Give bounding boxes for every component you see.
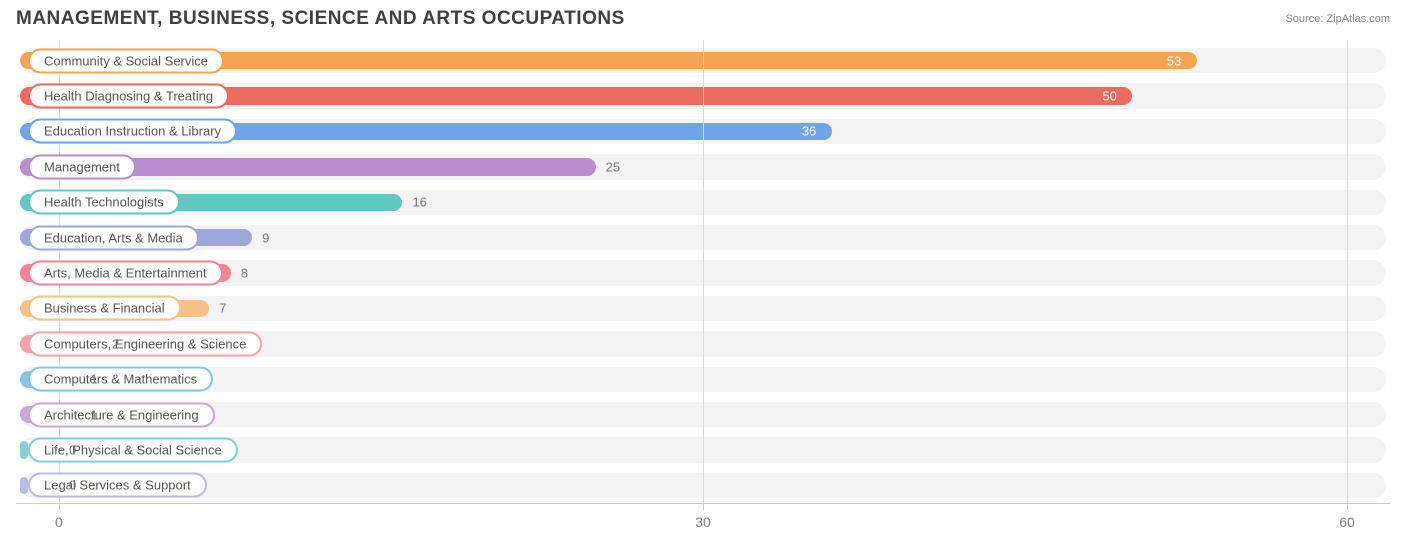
gridline (1347, 40, 1348, 504)
x-tickmark (703, 504, 704, 510)
bar-category-pill: Business & Financial (28, 296, 181, 321)
bar-value-label: 25 (606, 159, 620, 174)
bar-value-label: 50 (1102, 89, 1116, 104)
bar-value-label: 0 (69, 442, 76, 457)
bar-value-label: 7 (219, 301, 226, 316)
bar-value-label: 1 (90, 372, 97, 387)
x-tick-label: 0 (55, 514, 63, 530)
bar-value-label: 36 (802, 124, 816, 139)
bar-category-pill: Life, Physical & Social Science (28, 437, 238, 462)
bar-value-label: 8 (241, 266, 248, 281)
bar-category-pill: Legal Services & Support (28, 473, 207, 498)
chart-plot: Community & Social Service 53 Health Diagn… (16, 40, 1390, 504)
x-tick-label: 60 (1339, 514, 1355, 530)
chart-source: Source: ZipAtlas.com (1285, 13, 1390, 25)
bar-category-pill: Architecture & Engineering (28, 402, 215, 427)
source-link[interactable]: ZipAtlas.com (1326, 13, 1390, 25)
bar-category-pill: Computers & Mathematics (28, 367, 213, 392)
bar-category-pill: Health Diagnosing & Treating (28, 84, 229, 109)
bar-value-label: 2 (112, 336, 119, 351)
bar-value-label: 1 (90, 407, 97, 422)
bar-category-pill: Health Technologists (28, 190, 180, 215)
bar-value-label: 0 (69, 478, 76, 493)
x-tickmark (1347, 504, 1348, 510)
bar-category-pill: Community & Social Service (28, 48, 224, 73)
bar-category-pill: Arts, Media & Entertainment (28, 261, 223, 286)
gridline (703, 40, 704, 504)
bar-category-pill: Management (28, 154, 136, 179)
bar-value-label: 16 (412, 195, 426, 210)
chart-area: Community & Social Service 53 Health Diagn… (16, 40, 1390, 540)
bar-fill (20, 477, 28, 494)
chart-header: MANAGEMENT, BUSINESS, SCIENCE AND ARTS O… (0, 0, 1406, 34)
bar-category-pill: Education Instruction & Library (28, 119, 237, 144)
bar-category-pill: Education, Arts & Media (28, 225, 199, 250)
bar-value-label: 53 (1167, 53, 1181, 68)
x-tick-label: 30 (695, 514, 711, 530)
x-tickmark (59, 504, 60, 510)
bar-fill (20, 441, 28, 458)
bar-value-label: 9 (262, 230, 269, 245)
bar-category-pill: Computers, Engineering & Science (28, 331, 262, 356)
source-prefix: Source: (1285, 13, 1326, 25)
chart-title: MANAGEMENT, BUSINESS, SCIENCE AND ARTS O… (16, 8, 625, 30)
